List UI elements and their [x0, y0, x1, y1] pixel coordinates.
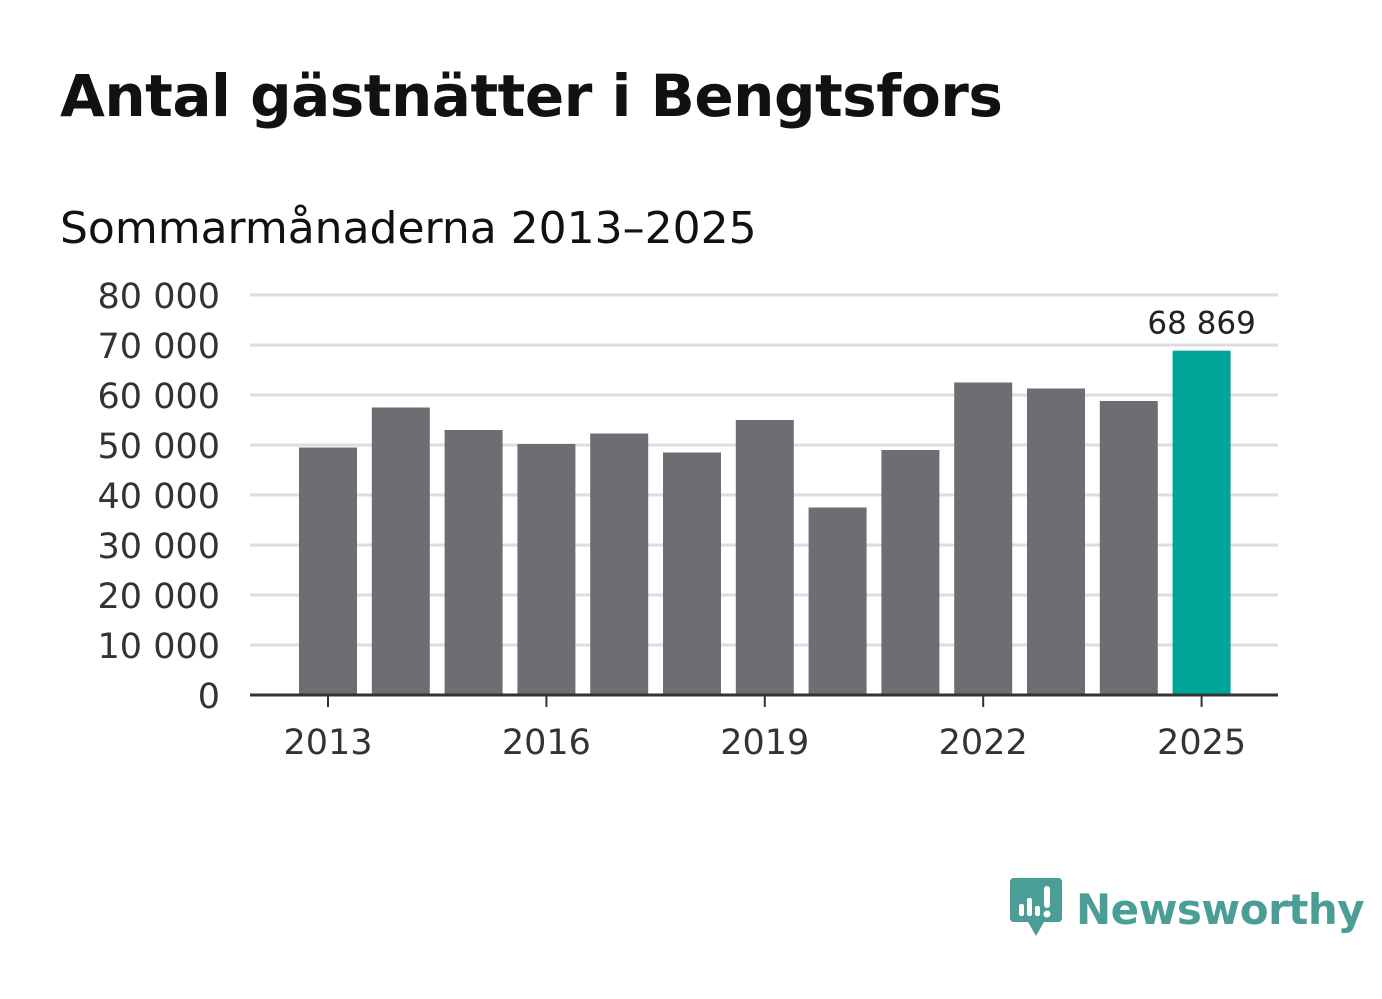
y-tick-label: 80 000 — [98, 277, 220, 317]
x-tick-label: 2013 — [283, 723, 372, 763]
bar-2024 — [1099, 401, 1158, 695]
y-tick-label: 50 000 — [98, 427, 220, 467]
x-axis — [250, 693, 1278, 707]
y-tick-label: 0 — [198, 677, 220, 717]
bar-2018 — [663, 452, 721, 695]
bar-2017 — [590, 433, 649, 695]
brand-name: Newsworthy — [1076, 884, 1365, 934]
x-tick-label: 2016 — [502, 723, 591, 763]
data-label: 68 869 — [1147, 306, 1255, 342]
chart-title: Antal gästnätter i Bengtsfors — [60, 62, 1003, 130]
newsworthy-logo-icon — [1010, 878, 1062, 936]
x-tick-label: 2025 — [1157, 723, 1246, 763]
bar-2014 — [371, 407, 430, 695]
x-tick-label: 2019 — [720, 723, 809, 763]
y-tick-label: 10 000 — [98, 627, 220, 667]
bar-2022 — [954, 382, 1013, 695]
brand-logo: Newsworthy — [1010, 878, 1365, 940]
y-axis-tick-labels: 0 10 000 20 000 30 000 40 000 50 000 60 000 70 … — [98, 277, 220, 717]
chart-subtitle: Sommarmånaderna 2013–2025 — [60, 203, 757, 254]
bar-2019 — [735, 420, 794, 695]
bar-2021 — [881, 450, 940, 695]
x-axis-tick-labels: 2013 2016 2019 2022 2025 — [283, 723, 1246, 763]
bar-2025 — [1172, 350, 1231, 695]
y-tick-label: 40 000 — [98, 477, 220, 517]
bars — [299, 350, 1231, 695]
y-tick-label: 70 000 — [98, 327, 220, 367]
bar-2015 — [444, 430, 503, 695]
y-tick-label: 30 000 — [98, 527, 220, 567]
data-labels: 68 869 — [1147, 306, 1255, 342]
bar-2023 — [1027, 388, 1085, 695]
bar-2013 — [299, 447, 357, 695]
bar-2016 — [517, 444, 576, 695]
y-tick-label: 20 000 — [98, 577, 220, 617]
y-tick-label: 60 000 — [98, 377, 220, 417]
x-tick-label: 2022 — [939, 723, 1028, 763]
bar-2020 — [808, 507, 867, 695]
